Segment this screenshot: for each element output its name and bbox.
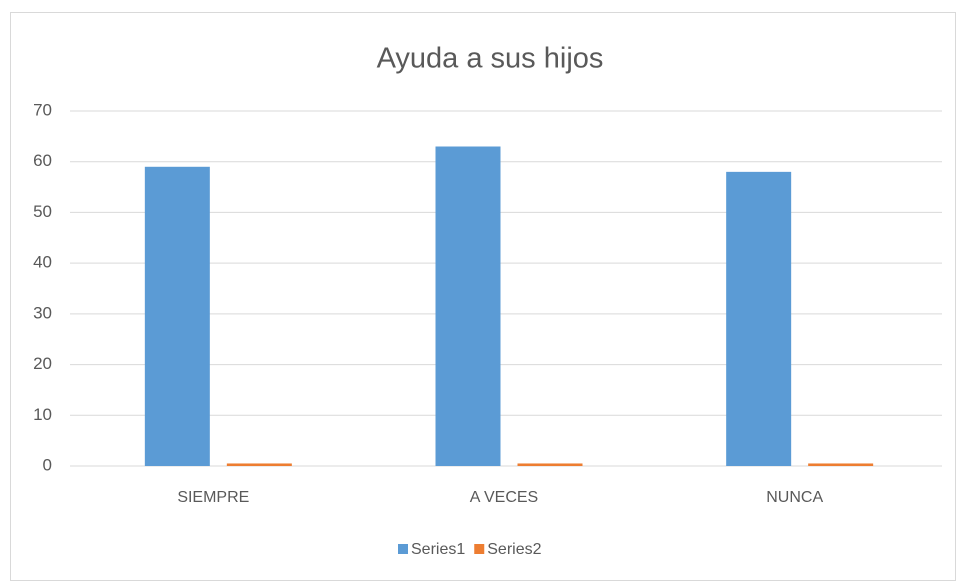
legend-swatch	[474, 544, 485, 554]
legend-label: Series1	[411, 541, 465, 558]
bar	[435, 146, 501, 466]
y-tick-label: 70	[33, 100, 52, 119]
legend-label: Series2	[487, 541, 541, 558]
y-tick-label: 50	[33, 202, 52, 221]
legend-swatch	[398, 544, 408, 554]
y-tick-label: 40	[33, 253, 52, 272]
y-tick-label: 10	[33, 405, 52, 424]
bar	[726, 171, 792, 466]
bar	[517, 463, 583, 466]
y-tick-label: 20	[33, 354, 52, 373]
y-tick-label: 30	[33, 303, 52, 322]
chart-title: Ayuda a sus hijos	[377, 43, 604, 75]
y-tick-label: 0	[43, 455, 52, 474]
bar	[144, 166, 210, 467]
y-tick-label: 60	[33, 151, 52, 170]
bar	[808, 463, 874, 466]
x-tick-label: NUNCA	[766, 489, 823, 506]
x-tick-label: A VECES	[470, 489, 538, 506]
x-tick-label: SIEMPRE	[177, 489, 249, 506]
bar	[226, 463, 292, 466]
